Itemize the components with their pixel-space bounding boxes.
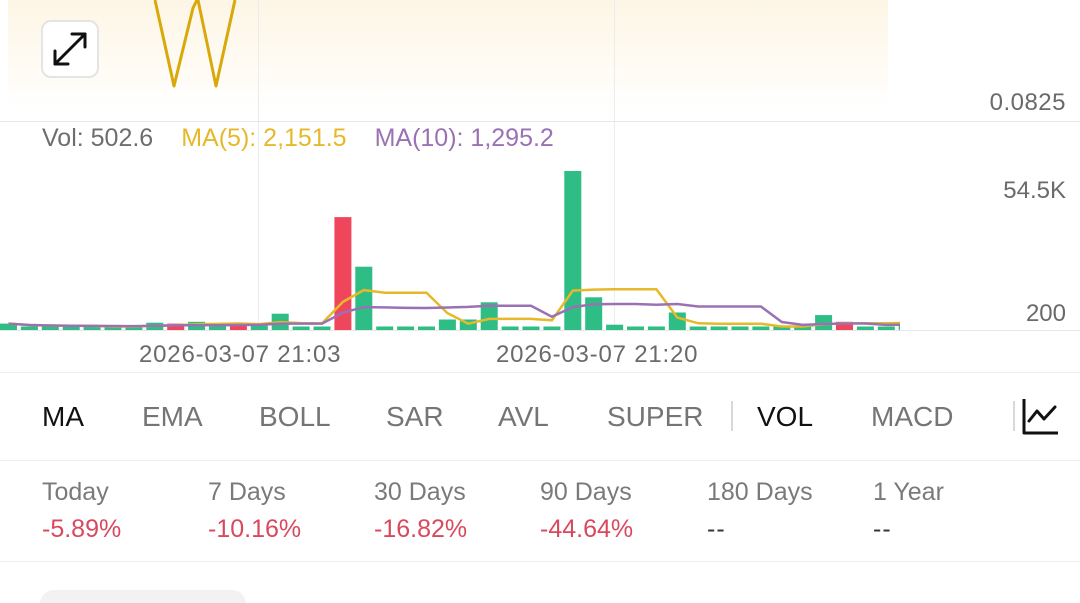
- volume-bar: [543, 326, 561, 330]
- x-axis-label: 2026-03-07 21:03: [139, 341, 342, 368]
- tab-divider: [731, 401, 733, 431]
- perf-label: Today: [42, 478, 109, 506]
- tab-sar[interactable]: SAR: [386, 401, 444, 432]
- legend-vol: Vol: 502.6: [42, 124, 154, 152]
- indicator-tabs: MA EMA BOLL SAR AVL SUPER VOL MACD: [0, 373, 1080, 460]
- perf-value: -44.64%: [540, 515, 634, 543]
- price-chart[interactable]: 0.0825: [0, 0, 1080, 122]
- bottom-tab-pill[interactable]: [40, 590, 246, 603]
- perf-value: -10.16%: [208, 515, 302, 543]
- volume-baseline: [0, 330, 1080, 331]
- expand-arrows-icon: [53, 32, 87, 66]
- volume-legend: Vol: 502.6 MA(5): 2,151.5 MA(10): 1,295.…: [42, 124, 554, 158]
- volume-bar: [606, 324, 624, 330]
- volume-bar: [20, 326, 38, 330]
- volume-bar: [292, 326, 310, 330]
- volume-bar: [794, 326, 812, 330]
- price-line: [153, 0, 237, 88]
- volume-bar: [376, 326, 394, 330]
- price-axis-label: 0.0825: [989, 89, 1066, 116]
- perf-30-days: 30 Days -16.82%: [374, 478, 467, 544]
- volume-bar: [627, 326, 644, 330]
- tab-boll[interactable]: BOLL: [259, 401, 331, 432]
- tab-divider: [1013, 401, 1015, 431]
- volume-bar: [836, 321, 853, 330]
- perf-label: 30 Days: [374, 478, 466, 506]
- volume-bar: [250, 325, 268, 330]
- volume-bar: [898, 324, 900, 330]
- volume-bar: [125, 326, 143, 330]
- perf-label: 180 Days: [707, 478, 813, 506]
- line-chart-icon[interactable]: [1020, 397, 1060, 442]
- volume-bar: [501, 326, 519, 330]
- perf-label: 1 Year: [873, 478, 944, 506]
- expand-button[interactable]: [41, 20, 99, 78]
- volume-bar: [229, 324, 247, 330]
- volume-bar: [209, 324, 226, 330]
- tab-vol[interactable]: VOL: [757, 401, 814, 432]
- tab-super[interactable]: SUPER: [607, 401, 704, 432]
- volume-bar: [104, 326, 122, 330]
- legend-ma10: MA(10): 1,295.2: [374, 124, 554, 152]
- volume-bar: [689, 326, 707, 330]
- perf-label: 90 Days: [540, 478, 632, 506]
- tab-avl[interactable]: AVL: [498, 401, 549, 432]
- perf-value: -16.82%: [374, 515, 468, 543]
- volume-bar: [877, 326, 895, 330]
- volume-bar: [647, 326, 665, 330]
- volume-bar: [585, 297, 603, 330]
- grid-vertical: [258, 0, 259, 330]
- tab-ema[interactable]: EMA: [142, 401, 203, 432]
- volume-bar: [355, 266, 373, 330]
- divider: [0, 121, 1080, 122]
- volume-bar: [731, 326, 749, 330]
- perf-1-year: 1 Year --: [873, 478, 944, 544]
- divider: [0, 372, 1080, 373]
- volume-bar: [752, 326, 770, 330]
- volume-bar: [41, 326, 59, 330]
- volume-bar: [397, 326, 415, 330]
- volume-bar: [313, 326, 331, 330]
- volume-bar: [773, 326, 791, 330]
- volume-bar: [522, 326, 540, 330]
- perf-value: --: [707, 515, 726, 543]
- legend-ma5: MA(5): 2,151.5: [181, 124, 347, 152]
- tab-macd[interactable]: MACD: [871, 401, 954, 432]
- volume-axis-max: 54.5K: [1003, 177, 1066, 204]
- divider: [0, 460, 1080, 461]
- ma10-line: [8, 302, 900, 328]
- volume-bar: [418, 326, 435, 330]
- volume-chart[interactable]: [0, 122, 900, 332]
- perf-7-days: 7 Days -10.16%: [208, 478, 301, 544]
- volume-axis-min: 200: [1025, 300, 1066, 327]
- volume-bar: [62, 326, 80, 330]
- x-axis-label: 2026-03-07 21:20: [496, 341, 699, 368]
- perf-label: 7 Days: [208, 478, 286, 506]
- price-area-fill: [8, 0, 888, 108]
- volume-bar: [438, 319, 456, 330]
- grid-vertical: [614, 0, 615, 330]
- volume-bar: [668, 312, 686, 330]
- volume-bar: [167, 323, 185, 330]
- volume-bar: [815, 315, 833, 330]
- volume-bar: [0, 323, 17, 330]
- volume-bar: [334, 217, 352, 330]
- volume-bar: [480, 302, 498, 330]
- perf-90-days: 90 Days -44.64%: [540, 478, 633, 544]
- perf-180-days: 180 Days --: [707, 478, 813, 544]
- volume-bar: [83, 326, 101, 330]
- tab-ma[interactable]: MA: [42, 401, 84, 432]
- volume-bar: [710, 326, 728, 330]
- perf-value: -5.89%: [42, 515, 122, 543]
- volume-bar: [856, 326, 874, 330]
- divider: [0, 561, 1080, 562]
- perf-value: --: [873, 515, 892, 543]
- perf-today: Today -5.89%: [42, 478, 121, 544]
